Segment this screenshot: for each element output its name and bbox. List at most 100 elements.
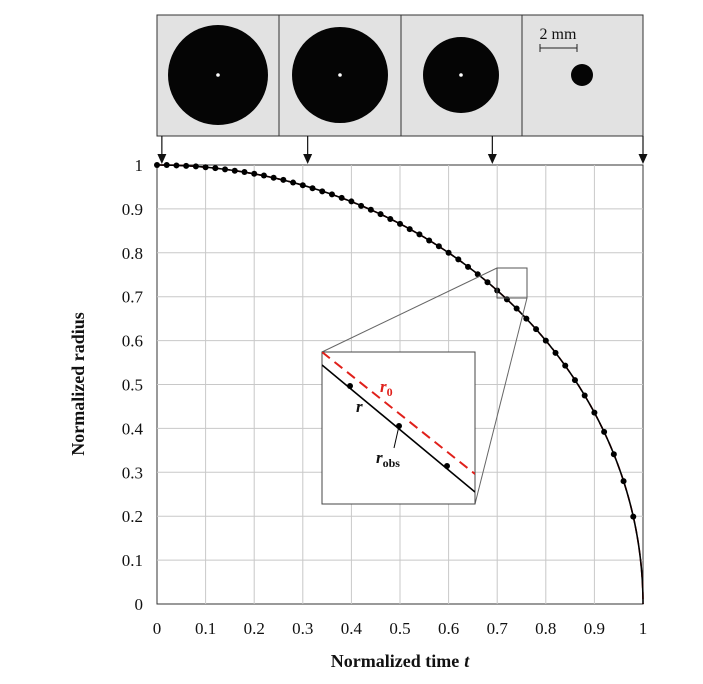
robs-point bbox=[377, 211, 384, 218]
inset-robs-leader bbox=[393, 425, 400, 449]
x-tick-label: 0.7 bbox=[487, 619, 509, 638]
robs-point bbox=[591, 409, 598, 416]
robs-point bbox=[319, 188, 326, 195]
droplet-highlight bbox=[338, 73, 342, 77]
robs-point bbox=[212, 165, 219, 172]
zoom-connector-top bbox=[321, 267, 498, 353]
robs-point bbox=[474, 271, 481, 278]
robs-point bbox=[513, 305, 520, 312]
x-tick-label: 0.6 bbox=[438, 619, 459, 638]
zoom-callout: r0 r robs bbox=[321, 267, 528, 505]
inset-label-r0-main: r bbox=[380, 377, 387, 396]
scale-bar: 2 mm bbox=[539, 26, 578, 52]
y-tick-label: 1 bbox=[135, 156, 144, 175]
inset-robs-point-3 bbox=[444, 463, 450, 469]
x-axis-title-var: t bbox=[464, 651, 470, 671]
robs-point bbox=[173, 162, 180, 169]
inset-label-r0: r0 bbox=[380, 377, 393, 399]
robs-point bbox=[542, 337, 549, 344]
robs-point bbox=[348, 198, 355, 205]
robs-point bbox=[192, 163, 199, 170]
robs-point bbox=[533, 326, 540, 333]
x-tick-label: 0 bbox=[153, 619, 162, 638]
robs-point bbox=[183, 162, 190, 169]
snapshot-arrowhead bbox=[157, 154, 167, 164]
inset-label-robs-sub: obs bbox=[383, 456, 401, 470]
robs-point bbox=[367, 206, 374, 213]
droplet-highlight bbox=[216, 73, 220, 77]
robs-point bbox=[435, 243, 442, 250]
y-axis-title: Normalized radius bbox=[68, 312, 88, 456]
robs-point bbox=[455, 256, 462, 263]
x-tick-label: 0.3 bbox=[292, 619, 313, 638]
snapshot-strip: 2 mm bbox=[156, 14, 648, 164]
inset-robs-point-1 bbox=[347, 383, 353, 389]
robs-point bbox=[328, 191, 335, 198]
snapshot-arrowhead bbox=[638, 154, 648, 164]
robs-point bbox=[484, 279, 491, 286]
robs-point bbox=[358, 202, 365, 209]
robs-point bbox=[241, 169, 248, 176]
x-tick-label: 0.8 bbox=[535, 619, 556, 638]
robs-point bbox=[552, 349, 559, 356]
robs-point bbox=[630, 513, 637, 520]
robs-point bbox=[601, 428, 608, 435]
robs-point bbox=[222, 166, 229, 173]
robs-point bbox=[280, 176, 287, 183]
robs-point bbox=[163, 162, 170, 168]
inset-r0-line bbox=[322, 352, 475, 475]
y-tick-label: 0.5 bbox=[122, 376, 143, 395]
robs-point bbox=[397, 220, 403, 227]
y-tick-label: 0 bbox=[135, 595, 144, 614]
x-tick-label: 0.1 bbox=[195, 619, 216, 638]
inset-label-r0-sub: 0 bbox=[387, 385, 393, 399]
robs-point bbox=[290, 179, 297, 186]
droplet-highlight bbox=[459, 73, 463, 77]
x-tick-label: 0.2 bbox=[244, 619, 265, 638]
robs-point bbox=[503, 296, 510, 303]
x-tick-label: 1 bbox=[639, 619, 648, 638]
robs-point bbox=[251, 170, 258, 177]
robs-point bbox=[406, 226, 413, 233]
y-tick-label: 0.4 bbox=[122, 419, 144, 438]
x-tick-label: 0.5 bbox=[389, 619, 410, 638]
x-axis-title: Normalized time t bbox=[331, 651, 470, 671]
robs-point bbox=[260, 172, 267, 179]
robs-point bbox=[581, 392, 588, 399]
robs-point bbox=[270, 174, 277, 181]
y-tick-label: 0.1 bbox=[122, 551, 143, 570]
robs-point bbox=[202, 164, 209, 171]
robs-point bbox=[416, 231, 423, 238]
droplet-image bbox=[571, 64, 593, 86]
x-tick-label: 0.4 bbox=[341, 619, 363, 638]
x-axis-title-text: Normalized time bbox=[331, 651, 459, 671]
robs-point bbox=[562, 362, 569, 369]
robs-point bbox=[620, 478, 627, 485]
robs-point bbox=[154, 162, 160, 168]
robs-point bbox=[571, 377, 578, 384]
zoom-connector-bottom bbox=[474, 297, 528, 505]
robs-point bbox=[445, 249, 452, 256]
robs-point bbox=[523, 315, 530, 322]
inset-label-robs-main: r bbox=[376, 448, 383, 467]
x-tick-label: 0.9 bbox=[584, 619, 605, 638]
zoom-box bbox=[496, 267, 528, 299]
y-tick-label: 0.6 bbox=[122, 332, 143, 351]
y-tick-label: 0.7 bbox=[122, 288, 144, 307]
y-tick-label: 0.2 bbox=[122, 507, 143, 526]
snapshot-arrowhead bbox=[487, 154, 497, 164]
y-tick-label: 0.3 bbox=[122, 463, 143, 482]
y-tick-label: 0.8 bbox=[122, 244, 143, 263]
robs-point bbox=[299, 182, 306, 189]
robs-point bbox=[610, 451, 617, 458]
robs-point bbox=[465, 263, 472, 270]
robs-point bbox=[426, 237, 433, 244]
robs-point bbox=[309, 185, 316, 192]
inset-label-robs: robs bbox=[376, 448, 400, 470]
scale-bar-label: 2 mm bbox=[540, 26, 577, 43]
robs-point bbox=[387, 215, 394, 222]
snapshot-arrowhead bbox=[303, 154, 313, 164]
inset-label-r: r bbox=[356, 397, 363, 416]
